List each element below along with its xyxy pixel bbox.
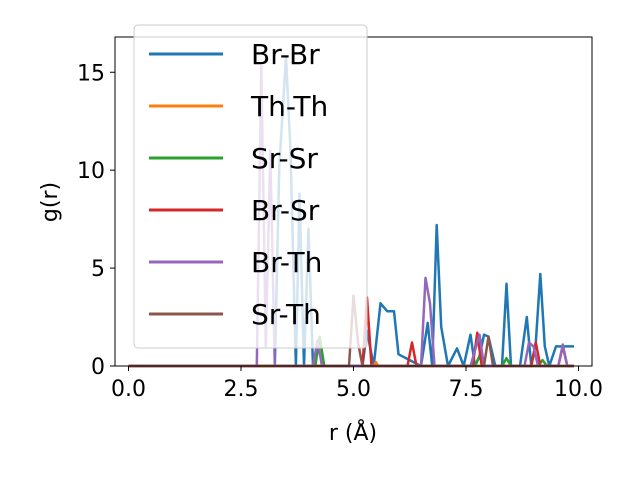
y-tick-label: 5	[91, 257, 105, 282]
x-tick-label: 10.0	[554, 377, 603, 402]
x-axis-label: r (Å)	[329, 419, 377, 446]
x-tick-label: 7.5	[449, 377, 484, 402]
x-tick-label: 0.0	[111, 377, 146, 402]
y-tick-label: 15	[77, 61, 105, 86]
legend-label-th-th: Th-Th	[250, 90, 328, 123]
legend: Br-Br Th-Th Sr-Sr Br-Sr Br-Th Sr-Th	[133, 24, 368, 349]
y-axis-ticks: 0 5 10 15	[77, 61, 115, 380]
legend-label-br-th: Br-Th	[251, 246, 322, 279]
y-tick-label: 10	[77, 159, 105, 184]
y-axis-label: g(r)	[38, 182, 63, 222]
legend-label-sr-sr: Sr-Sr	[251, 142, 318, 175]
legend-label-br-sr: Br-Sr	[251, 194, 320, 227]
x-axis-ticks: 0.0 2.5 5.0 7.5 10.0	[111, 366, 603, 402]
legend-label-sr-th: Sr-Th	[251, 298, 321, 331]
x-tick-label: 2.5	[224, 377, 259, 402]
x-tick-label: 5.0	[336, 377, 371, 402]
legend-label-br-br: Br-Br	[251, 38, 320, 71]
y-tick-label: 0	[91, 355, 105, 380]
